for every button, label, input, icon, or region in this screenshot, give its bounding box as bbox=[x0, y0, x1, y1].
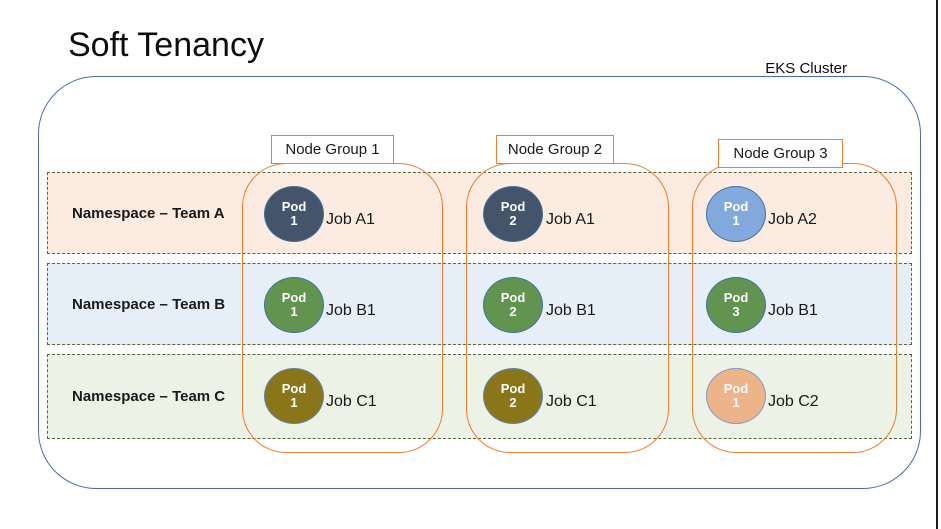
pod-name: Pod bbox=[500, 290, 526, 305]
namespace-label-team-a: Namespace – Team A bbox=[72, 204, 225, 222]
pod-team-c-node2: Pod 2 bbox=[483, 368, 543, 424]
pod-number: 1 bbox=[290, 213, 298, 228]
eks-cluster-label: EKS Cluster bbox=[765, 60, 847, 77]
namespace-label-team-c: Namespace – Team C bbox=[72, 388, 226, 405]
job-label: Job C1 bbox=[326, 393, 377, 410]
job-label: Job A1 bbox=[546, 211, 595, 228]
pod-team-b-node3: Pod 3 bbox=[706, 277, 766, 333]
job-label: Job A1 bbox=[326, 211, 375, 228]
job-label: Job B1 bbox=[546, 302, 596, 319]
node-group-1-label: Node Group 1 bbox=[271, 135, 394, 164]
pod-number: 1 bbox=[290, 304, 298, 319]
pod-team-c-node3: Pod 1 bbox=[706, 368, 766, 424]
namespace-label-team-b: Namespace – Team B bbox=[72, 295, 226, 313]
pod-team-a-node2: Pod 2 bbox=[483, 186, 543, 242]
pod-name: Pod bbox=[723, 290, 749, 305]
pod-number: 1 bbox=[732, 213, 740, 228]
pod-number: 2 bbox=[509, 395, 517, 410]
pod-number: 2 bbox=[509, 213, 517, 228]
job-label: Job C2 bbox=[768, 393, 819, 410]
pod-name: Pod bbox=[723, 381, 749, 396]
pod-team-a-node1: Pod 1 bbox=[264, 186, 324, 242]
job-label: Job C1 bbox=[546, 393, 597, 410]
pod-name: Pod bbox=[500, 381, 526, 396]
pod-number: 1 bbox=[732, 395, 740, 410]
job-label: Job A2 bbox=[768, 211, 817, 228]
pod-name: Pod bbox=[281, 199, 307, 214]
job-label: Job B1 bbox=[768, 302, 818, 319]
pod-number: 1 bbox=[290, 395, 298, 410]
node-group-3-label: Node Group 3 bbox=[718, 139, 843, 168]
pod-number: 2 bbox=[509, 304, 517, 319]
pod-name: Pod bbox=[500, 199, 526, 214]
pod-team-a-node3: Pod 1 bbox=[706, 186, 766, 242]
namespace-row-team-b: Namespace – Team B bbox=[47, 263, 912, 345]
eks-cluster-boundary bbox=[38, 76, 921, 489]
pod-name: Pod bbox=[281, 290, 307, 305]
pod-name: Pod bbox=[281, 381, 307, 396]
pod-team-c-node1: Pod 1 bbox=[264, 368, 324, 424]
pod-team-b-node2: Pod 2 bbox=[483, 277, 543, 333]
node-group-2-label: Node Group 2 bbox=[496, 135, 614, 164]
pod-team-b-node1: Pod 1 bbox=[264, 277, 324, 333]
pod-number: 3 bbox=[732, 304, 740, 319]
job-label: Job B1 bbox=[326, 302, 376, 319]
page-title: Soft Tenancy bbox=[68, 26, 264, 64]
slide-edge-line bbox=[936, 0, 938, 529]
pod-name: Pod bbox=[723, 199, 749, 214]
